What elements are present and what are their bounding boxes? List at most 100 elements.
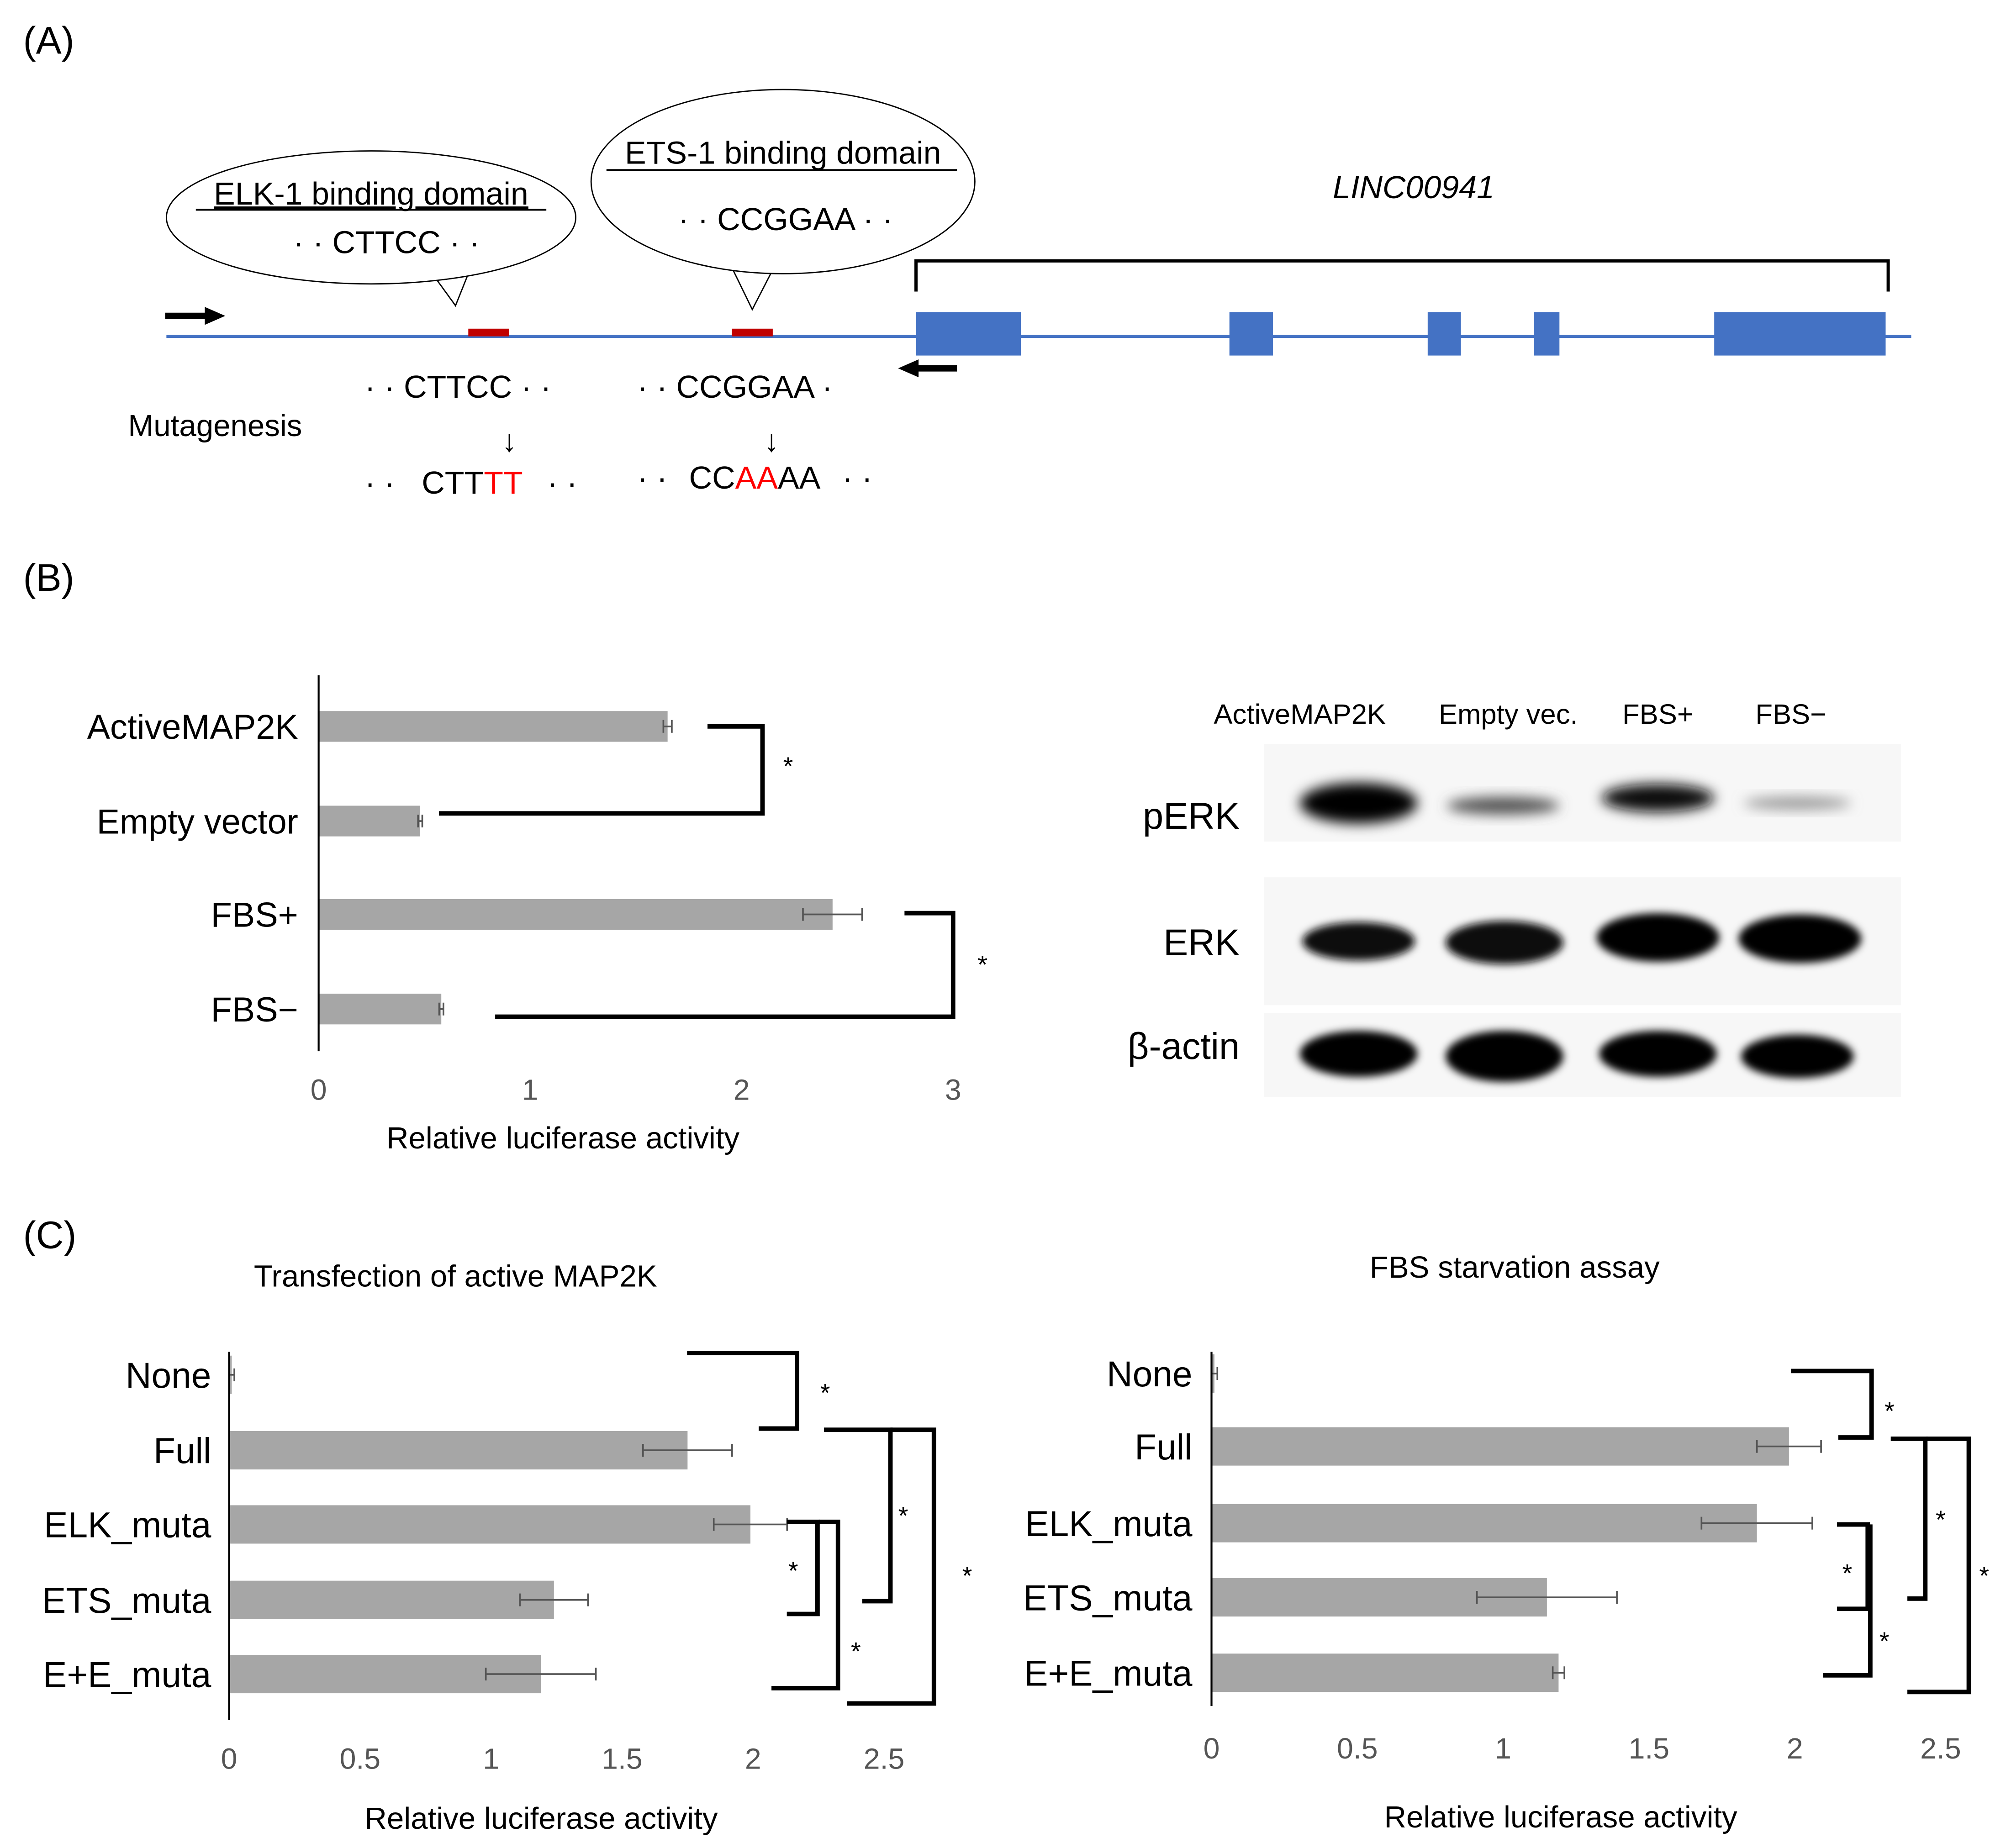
error-bar [662, 720, 673, 733]
error-bar [1700, 1516, 1813, 1530]
tick-label: 0.5 [340, 1742, 381, 1775]
x-axis-label: Relative luciferase activity [364, 1801, 718, 1836]
row-label-perk: pERK [1143, 795, 1240, 837]
tick-label: 2.5 [864, 1742, 905, 1775]
significance-star: * [1979, 1561, 1989, 1590]
perk-bands [1299, 783, 1851, 824]
significance-star: * [962, 1561, 972, 1590]
significance-bracket [771, 1519, 840, 1690]
ets-mutated-sequence: · · CCAAAA · · [637, 460, 872, 495]
bar [229, 1505, 751, 1544]
ets-callout-bubble [728, 262, 776, 311]
significance-bracket [787, 1519, 820, 1616]
tick-label: 1 [1495, 1732, 1511, 1765]
significance-bracket [495, 911, 955, 1019]
exon-4 [1534, 312, 1560, 356]
significance-star: * [820, 1379, 830, 1407]
forward-primer-arrow [165, 307, 226, 325]
error-bar [1552, 1666, 1565, 1680]
significance-bracket [1837, 1522, 1870, 1611]
chart-luciferase-b: ActiveMAP2K Empty vector FBS+ FBS− 0 1 2 3 Relat… [87, 675, 987, 1155]
band [1599, 1031, 1717, 1077]
error-bar [519, 1593, 589, 1606]
tick-label: 1 [522, 1074, 538, 1106]
tick-label: 3 [945, 1074, 961, 1106]
exon-5 [1714, 312, 1886, 356]
erk-bands [1302, 913, 1862, 964]
bar [318, 806, 420, 837]
chart-title: Transfection of active MAP2K [254, 1259, 657, 1293]
significance-star: * [1885, 1396, 1895, 1425]
significance-star: * [977, 950, 987, 979]
panel-label-c: (C) [23, 1213, 77, 1256]
elk-mutated-sequence: · · CTTTT · · [364, 465, 577, 500]
error-bar [438, 1002, 444, 1016]
significance-star: * [1936, 1505, 1946, 1534]
bar [229, 1580, 554, 1619]
error-bar [802, 908, 863, 921]
mutagenesis-label: Mutagenesis [128, 409, 302, 443]
bar [1211, 1653, 1559, 1692]
ets-mutated-bases: AA [735, 460, 778, 495]
significance-bracket [1791, 1369, 1874, 1440]
significance-star: * [1842, 1558, 1853, 1587]
ets-original-sequence: · · CCGGAA · [637, 369, 833, 405]
bar [229, 1431, 688, 1469]
ets-binding-site-mark [732, 328, 773, 337]
elk-mutation-arrow: ↓ [502, 424, 517, 458]
elk-original-sequence: · · CTTCC · · [364, 369, 551, 405]
tick-label: 0 [221, 1742, 238, 1775]
band [1446, 796, 1560, 815]
lane-label-fbs-minus: FBS− [1755, 699, 1827, 730]
category-label: Empty vector [97, 803, 298, 841]
significance-bracket [438, 724, 765, 816]
row-label-beta-actin: β-actin [1128, 1026, 1240, 1067]
band [1738, 914, 1862, 963]
category-label: E+E_muta [1024, 1653, 1193, 1694]
gene-bracket [914, 259, 1890, 292]
category-label: E+E_muta [43, 1654, 211, 1695]
tick-label: 0 [311, 1074, 327, 1106]
significance-bracket [1907, 1436, 1971, 1695]
band [1299, 783, 1418, 824]
tick-label: 2.5 [1920, 1732, 1961, 1765]
tick-label: 2 [734, 1074, 750, 1106]
significance-star: * [851, 1637, 861, 1665]
exon-3 [1427, 312, 1461, 356]
gene-schematic: LINC00941 [165, 169, 1911, 378]
lane-label-activemap2k: ActiveMAP2K [1214, 699, 1386, 730]
significance-bracket [1823, 1524, 1873, 1678]
band [1446, 1031, 1563, 1082]
ets-mutation-arrow: ↓ [764, 424, 779, 458]
significance-bracket [687, 1351, 799, 1431]
category-label: ETS_muta [1023, 1578, 1193, 1618]
lane-label-empty-vec: Empty vec. [1439, 699, 1578, 730]
ets-callout: ETS-1 binding domain · · CCGGAA · · [590, 89, 976, 311]
significance-bracket [1890, 1436, 1928, 1601]
category-label: None [1107, 1354, 1192, 1394]
error-bar [1756, 1440, 1822, 1453]
panel-label-a: (A) [23, 19, 74, 62]
bar [318, 711, 668, 742]
category-label: ActiveMAP2K [87, 708, 298, 747]
band [1299, 1031, 1418, 1077]
category-label: None [126, 1355, 211, 1395]
tick-label: 0.5 [1337, 1732, 1378, 1765]
reverse-primer-arrow [898, 359, 957, 378]
gene-name: LINC00941 [1333, 169, 1494, 205]
tick-label: 2 [745, 1742, 761, 1775]
significance-star: * [783, 752, 793, 780]
elk-callout: ELK-1 binding domain · · CTTCC · · [165, 150, 576, 307]
category-label: FBS+ [211, 896, 298, 935]
elk-callout-title: ELK-1 binding domain [214, 176, 528, 211]
actin-bands [1299, 1031, 1854, 1082]
band [1741, 1034, 1854, 1078]
bar [318, 899, 833, 930]
category-label: FBS− [211, 991, 298, 1029]
tick-label: 1.5 [602, 1742, 643, 1775]
bar [318, 994, 442, 1025]
significance-star: * [788, 1556, 798, 1585]
category-label: ELK_muta [44, 1505, 211, 1545]
error-bar [642, 1443, 733, 1457]
